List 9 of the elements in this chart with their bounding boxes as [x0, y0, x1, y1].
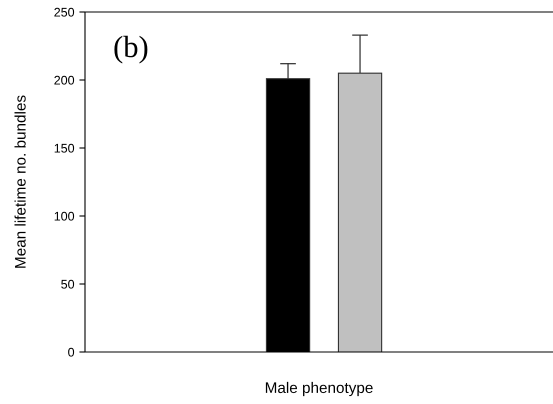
y-tick-label: 100 — [54, 212, 74, 221]
y-tick-label: 150 — [54, 144, 74, 153]
y-tick-label: 250 — [54, 8, 74, 17]
y-tick-label: 0 — [68, 348, 74, 357]
y-axis-title: Mean lifetime no. bundles — [14, 95, 26, 268]
y-tick-label: 50 — [61, 280, 74, 289]
annotation: (b) — [114, 36, 148, 64]
x-axis-title: Male phenotype — [266, 382, 373, 396]
y-tick-label: 200 — [54, 76, 74, 85]
